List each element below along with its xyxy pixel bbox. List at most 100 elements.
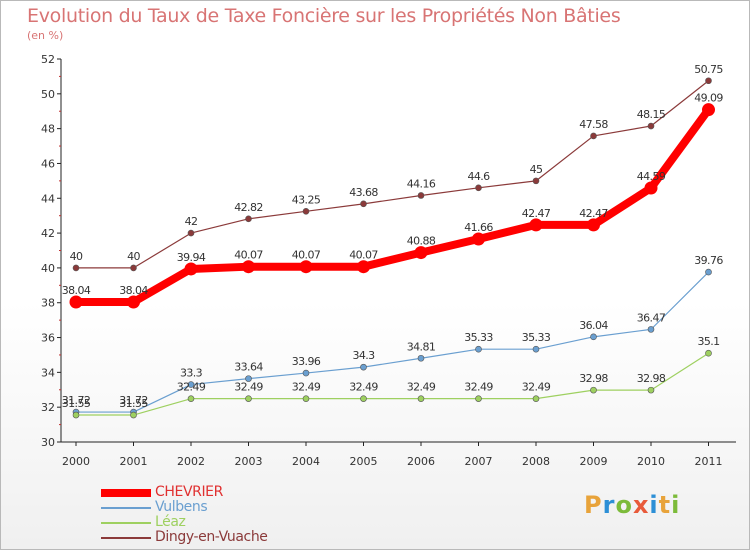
data-point-l-az <box>590 386 597 394</box>
logo-letter: i <box>649 491 659 519</box>
x-tick-label: 2004 <box>292 455 320 468</box>
data-point-vulbens <box>302 369 310 377</box>
data-point-l-az <box>532 395 540 402</box>
data-label-chevrier: 40.07 <box>349 249 378 262</box>
data-label-l-az: 32.49 <box>292 381 321 394</box>
data-label-l-az: 32.49 <box>234 381 263 394</box>
legend-label: Léaz <box>155 514 186 530</box>
data-label-l-az: 32.98 <box>637 372 666 385</box>
data-point-vulbens <box>187 381 195 388</box>
x-tick-label: 2011 <box>695 455 723 468</box>
legend-item: Dingy-en-Vuache <box>101 529 361 545</box>
data-label-vulbens: 34.3 <box>352 349 375 362</box>
data-label-l-az: 32.98 <box>579 372 608 385</box>
logo-letter: P <box>584 491 603 519</box>
legend-swatch <box>101 507 151 509</box>
data-point-dingy-en-vuache <box>72 264 80 272</box>
y-tick-label: 32 <box>41 401 55 414</box>
data-label-vulbens: 31.72 <box>119 394 148 407</box>
data-label-vulbens: 36.47 <box>637 311 666 324</box>
data-point-dingy-en-vuache <box>532 177 540 185</box>
data-point-vulbens <box>705 268 712 276</box>
data-label-chevrier: 39.94 <box>177 251 206 264</box>
data-label-chevrier: 41.66 <box>464 221 493 234</box>
legend: CHEVRIER Vulbens Léaz Dingy-en-Vuache <box>101 484 361 545</box>
data-label-chevrier: 44.59 <box>637 170 666 183</box>
data-label-chevrier: 38.04 <box>62 284 91 297</box>
data-label-l-az: 32.49 <box>522 381 551 394</box>
logo-letter: r <box>602 491 616 519</box>
data-point-chevrier <box>69 295 83 309</box>
y-tick-label: 52 <box>41 53 55 66</box>
logo-letter: x <box>632 491 650 519</box>
data-label-chevrier: 40.07 <box>292 249 321 262</box>
data-label-dingy-en-vuache: 43.25 <box>292 193 321 206</box>
data-point-dingy-en-vuache <box>302 208 310 215</box>
chart-title: Evolution du Taux de Taxe Foncière sur l… <box>27 5 621 27</box>
data-point-dingy-en-vuache <box>647 122 655 130</box>
data-label-chevrier: 49.09 <box>694 92 723 105</box>
data-point-dingy-en-vuache <box>417 192 425 199</box>
data-label-dingy-en-vuache: 47.58 <box>579 118 608 131</box>
data-point-chevrier <box>357 260 370 274</box>
legend-label: CHEVRIER <box>155 484 223 500</box>
legend-item: Léaz <box>101 514 361 530</box>
data-label-dingy-en-vuache: 44.6 <box>467 170 490 183</box>
data-point-vulbens <box>475 345 482 353</box>
y-tick-label: 50 <box>41 88 55 101</box>
data-label-dingy-en-vuache: 48.15 <box>637 108 666 121</box>
y-tick-label: 48 <box>41 123 55 136</box>
data-label-l-az: 32.49 <box>177 381 206 394</box>
data-point-chevrier <box>702 103 715 117</box>
data-point-l-az <box>72 411 80 419</box>
unit-label: (en %) <box>27 29 64 42</box>
data-point-chevrier <box>414 246 428 260</box>
data-label-dingy-en-vuache: 43.68 <box>349 186 378 199</box>
legend-swatch <box>101 522 151 524</box>
data-point-chevrier <box>299 260 313 274</box>
data-point-chevrier <box>529 218 543 232</box>
data-point-l-az <box>647 386 655 394</box>
data-point-dingy-en-vuache <box>705 77 712 85</box>
data-label-vulbens: 39.76 <box>694 254 723 267</box>
data-label-dingy-en-vuache: 45 <box>530 163 543 176</box>
data-label-dingy-en-vuache: 42.82 <box>234 201 263 214</box>
x-tick-label: 2002 <box>177 455 205 468</box>
data-label-vulbens: 33.64 <box>234 361 263 374</box>
data-label-chevrier: 38.04 <box>119 284 148 297</box>
series-line-chevrier <box>72 105 713 307</box>
logo-letter: t <box>658 491 672 519</box>
data-point-chevrier <box>184 262 198 276</box>
data-label-vulbens: 33.96 <box>292 355 321 368</box>
data-label-l-az: 32.49 <box>464 381 493 394</box>
data-point-dingy-en-vuache <box>130 264 137 272</box>
x-tick-label: 2001 <box>120 455 148 468</box>
data-point-chevrier <box>644 181 658 195</box>
data-point-chevrier <box>127 295 140 309</box>
legend-label: Dingy-en-Vuache <box>155 529 268 545</box>
legend-label: Vulbens <box>155 499 208 515</box>
data-point-dingy-en-vuache <box>475 184 482 192</box>
data-point-l-az <box>360 395 367 402</box>
data-point-vulbens <box>360 363 367 371</box>
logo-letter: o <box>615 491 633 519</box>
data-label-chevrier: 40.88 <box>407 235 436 248</box>
data-label-vulbens: 36.04 <box>579 319 608 332</box>
data-point-l-az <box>187 395 195 402</box>
data-label-vulbens: 31.72 <box>62 394 91 407</box>
x-tick-label: 2008 <box>522 455 550 468</box>
legend-swatch <box>101 489 151 497</box>
data-point-vulbens <box>417 354 425 362</box>
data-point-dingy-en-vuache <box>360 200 367 208</box>
data-point-dingy-en-vuache <box>590 132 597 140</box>
data-label-dingy-en-vuache: 40 <box>127 250 140 263</box>
y-tick-label: 36 <box>41 332 55 345</box>
data-label-vulbens: 35.33 <box>464 331 493 344</box>
data-label-vulbens: 34.81 <box>407 340 436 353</box>
data-label-dingy-en-vuache: 44.16 <box>407 177 436 190</box>
data-point-l-az <box>302 395 310 402</box>
series-line-l-az <box>75 352 710 416</box>
data-point-vulbens <box>590 333 597 341</box>
x-tick-label: 2005 <box>350 455 378 468</box>
y-tick-label: 34 <box>41 366 55 379</box>
